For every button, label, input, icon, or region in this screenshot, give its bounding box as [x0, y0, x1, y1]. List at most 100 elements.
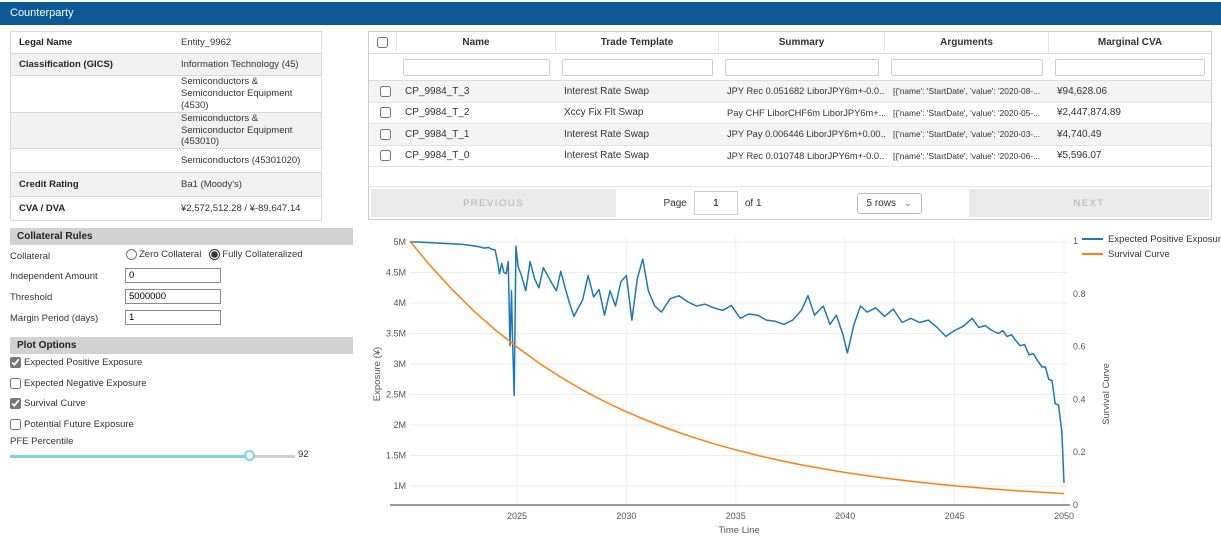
info-row: Credit Rating Ba1 (Moody's) — [11, 173, 321, 198]
row-checkbox[interactable] — [379, 128, 391, 140]
info-row: Semiconductors & Semiconductor Equipment… — [11, 112, 321, 150]
slider-handle[interactable] — [244, 450, 255, 461]
filter-input-summary[interactable] — [725, 58, 879, 76]
trades-table-body: CP_9984_T_3 Interest Rate Swap JPY Rec 0.0… — [369, 81, 1211, 167]
info-row: CVA / DVA ¥2,572,512.28 / ¥-89,647.14 — [11, 197, 321, 222]
filter-cell — [556, 58, 719, 76]
filter-input-trade-template[interactable] — [562, 58, 713, 76]
x-tick-label: 2040 — [835, 511, 855, 521]
cell-trade-template: Interest Rate Swap — [564, 128, 650, 140]
y-left-axis-title: Exposure (¥) — [372, 347, 383, 401]
page-number-input[interactable] — [693, 191, 738, 215]
collateral-radio-option[interactable]: Fully Collateralized — [209, 249, 303, 260]
pfe-percentile-slider[interactable] — [10, 450, 295, 461]
field-input-independent-amount[interactable] — [125, 268, 221, 283]
row-checkbox[interactable] — [379, 85, 391, 97]
filter-input-name[interactable] — [403, 58, 550, 76]
plot-option-item[interactable]: Expected Positive Exposure — [10, 357, 142, 368]
pfe-percentile-label: PFE Percentile — [10, 436, 74, 447]
table-row[interactable]: CP_9984_T_2 Xccy Fix Flt Swap Pay CHF Libo… — [369, 103, 1211, 124]
exposure-chart: 5M 4.5M 4M 3.5M 3M 2.5M 2M 1.5M 1M 1 0.8 0.6 0.4 0.2 0… — [372, 234, 1221, 536]
cell-name: CP_9984_T_1 — [405, 128, 470, 140]
cell-summary: Pay CHF LiborCHF6m LiborJPY6m+... — [727, 107, 885, 118]
cell-arguments: [{'name': 'StartDate', 'value': '2020-08… — [893, 86, 1041, 97]
column-header-arguments[interactable]: Arguments — [885, 32, 1049, 53]
info-value: Ba1 (Moody's) — [181, 178, 242, 190]
info-row: Legal Name Entity_9962 — [11, 32, 321, 54]
cell-name: CP_9984_T_0 — [405, 150, 470, 162]
plot-option-checkbox[interactable] — [10, 418, 21, 430]
select-all-checkbox[interactable] — [377, 37, 388, 48]
plot-options-title: Plot Options — [17, 340, 77, 351]
empty-row — [369, 167, 1211, 187]
collateral-rules-title: Collateral Rules — [17, 231, 93, 242]
x-axis-title: Time Line — [718, 525, 759, 536]
table-row[interactable]: CP_9984_T_3 Interest Rate Swap JPY Rec 0.0… — [369, 81, 1211, 103]
rows-per-page-select[interactable]: 5 rows ⌄ — [856, 192, 922, 214]
row-checkbox[interactable] — [379, 150, 391, 162]
collateral-radio-0[interactable] — [126, 249, 137, 260]
plot-option-checkbox[interactable] — [10, 398, 21, 409]
info-value: Information Technology (45) — [181, 58, 299, 70]
y-right-tick-label: 0.8 — [1073, 289, 1086, 299]
info-value: Semiconductors (45301020) — [181, 154, 301, 166]
info-value: Entity_9962 — [181, 36, 232, 48]
filter-cell — [397, 58, 556, 76]
y-left-tick-label: 1M — [393, 481, 406, 491]
plot-option-checkbox[interactable] — [10, 357, 21, 368]
y-right-tick-label: 0.4 — [1073, 394, 1086, 404]
radio-option-label: Zero Collateral — [139, 249, 202, 260]
filter-cell — [1049, 58, 1211, 76]
cell-trade-template: Xccy Fix Flt Swap — [564, 107, 644, 119]
series-line-expected-positive-exposure — [409, 241, 1065, 484]
series-line-survival-curve — [409, 240, 1065, 495]
filter-input-arguments[interactable] — [891, 58, 1043, 76]
column-header-summary[interactable]: Summary — [719, 32, 885, 53]
plot-option-label: Expected Negative Exposure — [24, 377, 147, 389]
info-row: Classification (GICS) Information Technol… — [11, 54, 321, 76]
field-label: Independent Amount — [10, 271, 98, 282]
info-label: CVA / DVA — [19, 203, 66, 215]
page-of-label: of 1 — [744, 197, 762, 209]
plot-option-label: Potential Future Exposure — [24, 418, 134, 430]
pagination-bar: PREVIOUS Page of 1 5 rows ⌄ NEXT — [369, 187, 1211, 219]
app-header: Counterparty — [0, 2, 1221, 25]
previous-page-button[interactable]: PREVIOUS — [371, 189, 616, 217]
x-tick-label: 2035 — [726, 511, 746, 521]
x-tick-label: 2030 — [616, 511, 636, 521]
cell-trade-template: Interest Rate Swap — [564, 85, 650, 97]
plot-option-item[interactable]: Potential Future Exposure — [10, 418, 134, 430]
plot-option-item[interactable]: Expected Negative Exposure — [10, 377, 147, 389]
row-checkbox-cell — [369, 150, 397, 162]
collateral-radio-1[interactable] — [209, 249, 221, 260]
cell-marginal-cva: ¥5,596.07 — [1057, 150, 1102, 162]
info-row: Semiconductors (45301020) — [11, 149, 321, 174]
collateral-radio-option[interactable]: Zero Collateral — [126, 249, 201, 260]
column-header-trade-template[interactable]: Trade Template — [556, 32, 719, 53]
field-input-margin-period-days-[interactable] — [125, 310, 221, 325]
table-row[interactable]: CP_9984_T_1 Interest Rate Swap JPY Pay 0.0… — [369, 124, 1211, 146]
row-checkbox-cell — [369, 85, 397, 97]
cell-arguments: [{'name': 'StartDate', 'value': '2020-03… — [893, 129, 1041, 140]
trades-table-header: Name Trade Template Summary Arguments Margin… — [369, 32, 1211, 54]
table-row[interactable]: CP_9984_T_0 Interest Rate Swap JPY Rec 0.0… — [369, 146, 1211, 167]
row-checkbox[interactable] — [379, 107, 391, 119]
cell-marginal-cva: ¥2,447,874.89 — [1057, 107, 1121, 119]
plot-option-item[interactable]: Survival Curve — [10, 398, 86, 409]
trades-table: Name Trade Template Summary Arguments Margin… — [368, 31, 1212, 220]
column-header-name[interactable]: Name — [397, 32, 556, 53]
y-left-tick-label: 2.5M — [386, 390, 406, 400]
column-header-marginal-cva[interactable]: Marginal CVA — [1097, 37, 1163, 48]
plot-option-checkbox[interactable] — [10, 377, 21, 389]
filter-input-marginal-cva[interactable] — [1055, 58, 1205, 76]
field-input-threshold[interactable] — [125, 289, 221, 304]
cell-arguments: [{'name': 'StartDate', 'value': '2020-06… — [893, 150, 1041, 161]
info-row: Semiconductors & Semiconductor Equipment… — [11, 76, 321, 113]
radio-option-label: Fully Collateralized — [222, 249, 303, 260]
cell-name: CP_9984_T_2 — [405, 107, 470, 119]
pagination-center: Page of 1 5 rows ⌄ — [616, 191, 969, 215]
info-label: Legal Name — [19, 37, 73, 48]
next-page-button[interactable]: NEXT — [969, 189, 1209, 217]
filter-cell — [885, 58, 1049, 76]
